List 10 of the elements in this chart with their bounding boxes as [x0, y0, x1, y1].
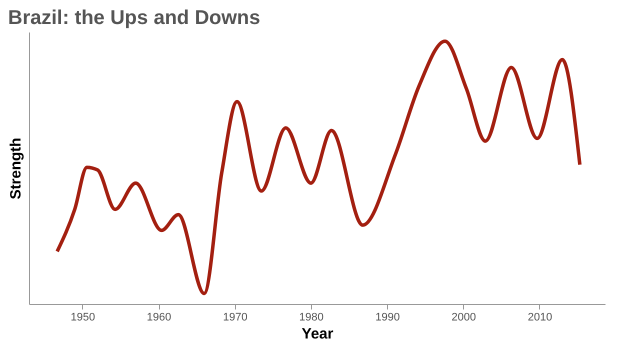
chart-title: Brazil: the Ups and Downs [8, 7, 260, 29]
x-axis-title: Year [302, 326, 334, 342]
x-tick-label: 2000 [452, 312, 476, 324]
x-tick-label: 1960 [146, 312, 172, 324]
x-tick-label: 2010 [528, 312, 552, 324]
y-axis-title: Strength [8, 138, 24, 200]
x-tick-label: 1990 [375, 312, 400, 324]
x-tick-label: 1970 [222, 312, 248, 324]
x-tick-label: 1980 [299, 312, 324, 324]
x-tick-label: 1950 [70, 312, 96, 324]
